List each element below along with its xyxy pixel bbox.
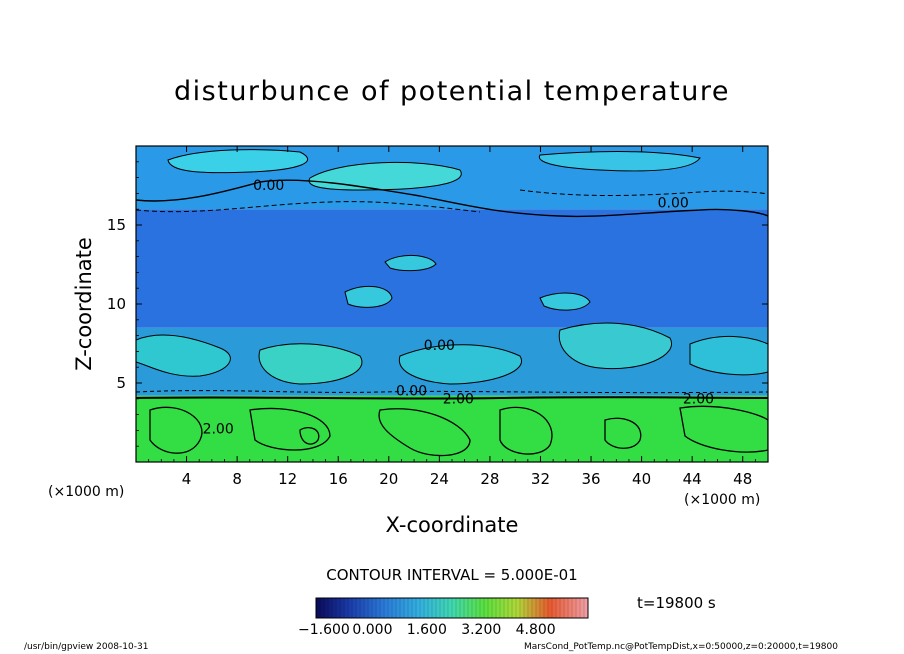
contour-label: 0.00 (396, 384, 427, 400)
interface-contour (136, 390, 768, 394)
contour-interval: CONTOUR INTERVAL = 5.000E-01 (326, 566, 578, 584)
x-tick-label: 40 (632, 470, 651, 488)
mid-light-patch (539, 292, 591, 311)
contour-label: 0.00 (253, 178, 284, 194)
x-tick-label: 36 (581, 470, 600, 488)
mid-light-patch (136, 334, 231, 377)
upper-light-patch (538, 151, 701, 172)
y-tick-label: 10 (107, 295, 126, 313)
mid-light-patch (258, 343, 363, 385)
colorbar-tick-label: 0.000 (352, 622, 393, 638)
contour-label: 0.00 (658, 196, 689, 212)
zero-contour-upper (136, 179, 768, 218)
interface-contour (136, 396, 768, 400)
footer-left: /usr/bin/gpview 2008-10-31 (24, 642, 149, 652)
mid-light-patch (344, 285, 393, 308)
y-axis-label: Z-coordinate (72, 237, 96, 371)
mid-light-patch (558, 322, 673, 370)
mid-light-patch (689, 336, 768, 376)
x-tick-label: 48 (733, 470, 752, 488)
mid-light-patch (398, 344, 523, 385)
lower-contour (604, 417, 642, 449)
colorbar-tick-label: −1.600 (298, 622, 350, 638)
time-label: t=19800 s (637, 594, 716, 612)
x-tick-label: 12 (278, 470, 297, 488)
y-axis-unit: (×1000 m) (48, 484, 125, 500)
contour-label: 2.00 (683, 392, 714, 408)
x-tick-label: 32 (531, 470, 550, 488)
x-tick-label: 24 (430, 470, 449, 488)
contour-label: 0.00 (424, 338, 455, 354)
contour-label: 2.00 (203, 422, 234, 438)
x-axis-label: X-coordinate (385, 513, 519, 537)
lower-contour (299, 426, 320, 445)
lower-contour (679, 405, 768, 453)
mid-light-patch (384, 255, 437, 272)
lower-contour (378, 408, 471, 457)
lower-contour (499, 406, 553, 455)
x-tick-label: 8 (232, 470, 242, 488)
contour-label: 2.00 (443, 392, 474, 408)
x-tick-label: 28 (480, 470, 499, 488)
colorbar-stripes (315, 598, 589, 618)
y-tick-label: 15 (107, 216, 126, 234)
x-tick-label: 16 (329, 470, 348, 488)
footer-right: MarsCond_PotTemp.nc@PotTempDist,x=0:5000… (524, 642, 838, 652)
colorbar (315, 597, 589, 619)
x-tick-label: 4 (182, 470, 192, 488)
upper-light-patch (308, 161, 462, 191)
y-ticks: 5 10 15 (107, 161, 768, 447)
x-tick-label: 20 (379, 470, 398, 488)
heatmap-field (136, 146, 768, 462)
lower-contour (249, 407, 331, 451)
x-tick-label: 44 (683, 470, 702, 488)
contour-labels: 0.00 0.00 0.00 0.00 2.00 2.00 2.00 (203, 178, 714, 437)
colorbar-tick-label: 4.800 (515, 622, 556, 638)
y-tick-label: 5 (116, 374, 126, 392)
heatmap-region (136, 209, 768, 328)
dashed-contour-upper (136, 201, 481, 213)
heatmap-region (136, 395, 768, 462)
upper-light-patch (167, 149, 308, 174)
chart-title: disturbunce of potential temperature (174, 76, 730, 107)
colorbar-tick-label: 3.200 (461, 622, 502, 638)
lower-contour (149, 406, 203, 454)
colorbar-tick-label: 1.600 (406, 622, 447, 638)
x-ticks: 4 8 12 16 20 24 28 32 36 40 44 48 (148, 146, 756, 488)
x-axis-unit: (×1000 m) (684, 492, 761, 508)
dashed-contour-upper (519, 189, 768, 196)
